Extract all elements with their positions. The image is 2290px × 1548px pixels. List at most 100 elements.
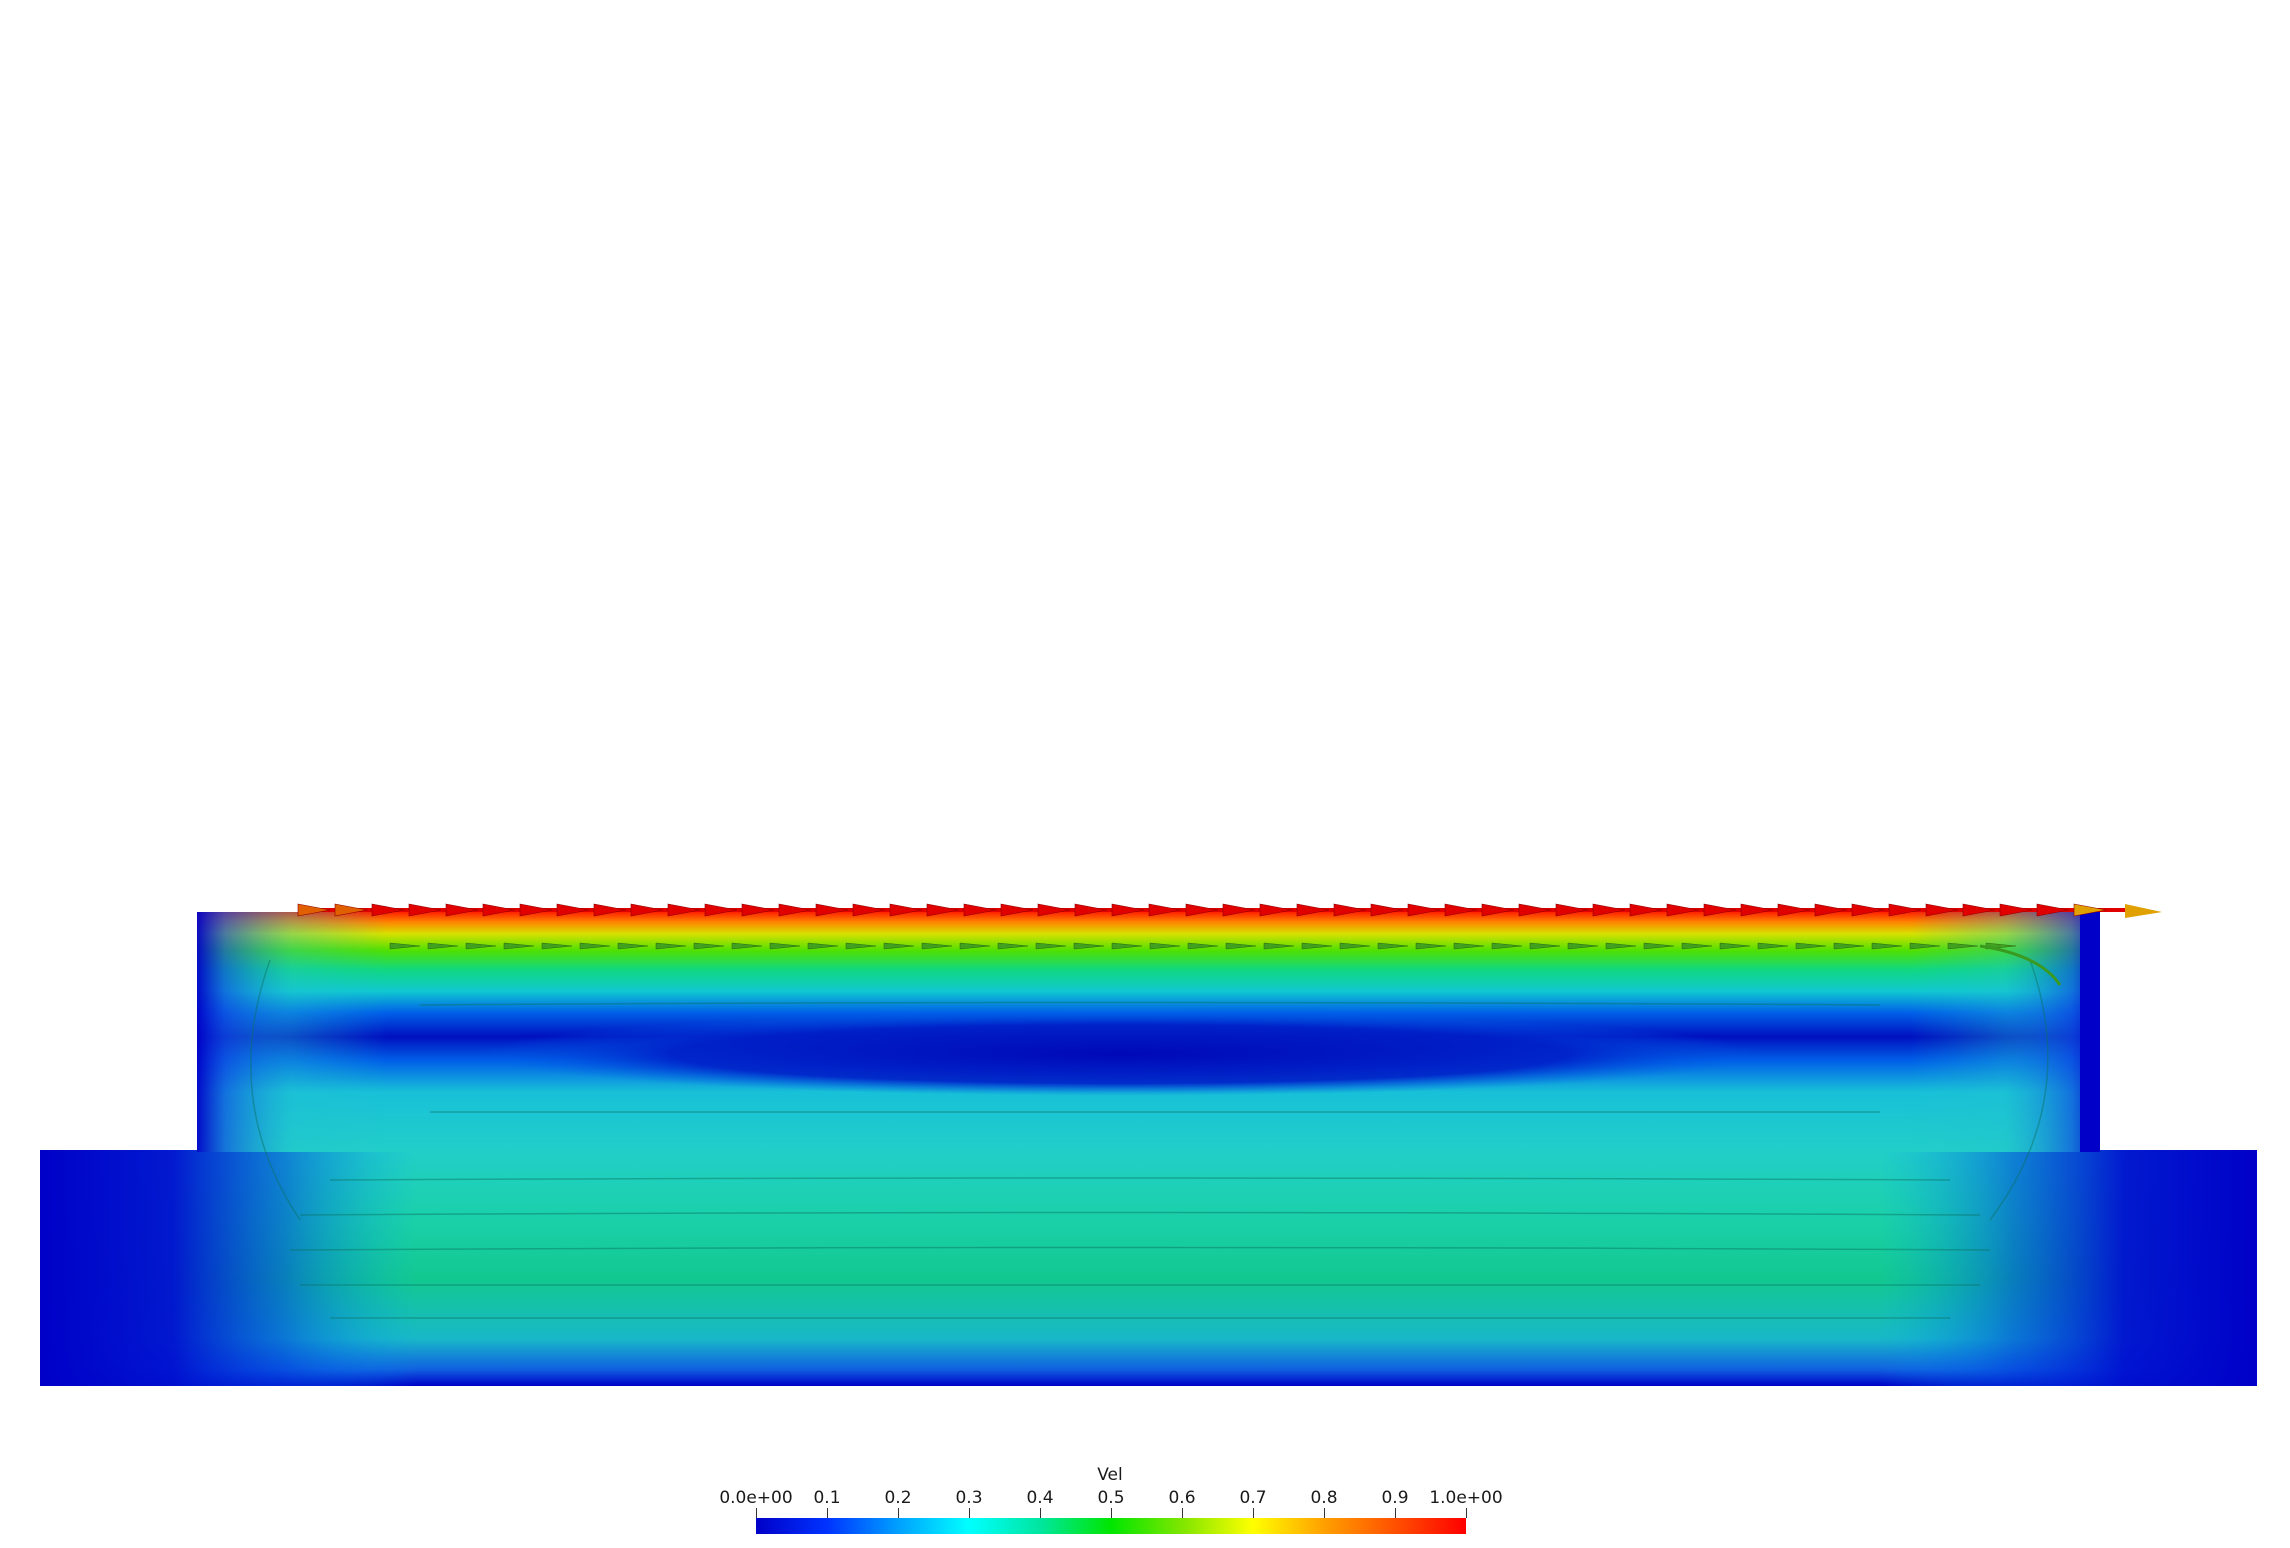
velocity-arrows-secondary <box>389 942 2062 986</box>
lid-arrow <box>1777 903 1811 917</box>
lid-arrow <box>1888 903 1922 917</box>
lid-arrow <box>1037 903 1071 917</box>
secondary-arrow <box>389 942 421 950</box>
upper-cavity <box>197 912 2100 1152</box>
secondary-arrow <box>807 942 839 950</box>
lid-arrow <box>1814 903 1848 917</box>
lid-arrow <box>1629 903 1663 917</box>
lid-arrow <box>704 903 738 917</box>
lid-arrow <box>667 903 701 917</box>
secondary-arrow <box>1491 942 1523 950</box>
secondary-arrow <box>1757 942 1789 950</box>
colorbar-tick <box>756 1508 757 1518</box>
lid-arrow <box>1333 903 1367 917</box>
secondary-arrow-curl <box>1979 944 2062 986</box>
lower-domain <box>40 1150 2257 1386</box>
lid-arrow <box>1481 903 1515 917</box>
secondary-arrow <box>1529 942 1561 950</box>
lid-arrow <box>1592 903 1626 917</box>
secondary-arrow <box>1415 942 1447 950</box>
secondary-arrow <box>1339 942 1371 950</box>
lid-arrow <box>1740 903 1774 917</box>
colorbar-tick-label: 0.9 <box>1381 1488 1409 1508</box>
secondary-arrow <box>1947 942 1979 950</box>
lid-arrow <box>2036 903 2070 917</box>
lid-arrow <box>1851 903 1885 917</box>
lid-arrow <box>630 903 664 917</box>
secondary-arrow <box>427 942 459 950</box>
lid-arrow <box>1222 903 1256 917</box>
colorbar-tick <box>1395 1508 1396 1518</box>
secondary-arrow <box>655 942 687 950</box>
colorbar-tick <box>1324 1508 1325 1518</box>
colorbar-tick <box>827 1508 828 1518</box>
lid-arrow <box>1370 903 1404 917</box>
secondary-arrow <box>1453 942 1485 950</box>
lid-arrow <box>926 903 960 917</box>
lid-arrow <box>445 903 479 917</box>
secondary-arrow <box>1187 942 1219 950</box>
lid-arrow-tip <box>2125 904 2162 918</box>
colorbar-tick-label: 0.7 <box>1239 1488 1267 1508</box>
colorbar-tick <box>1040 1508 1041 1518</box>
secondary-arrow <box>1719 942 1751 950</box>
lid-arrow <box>963 903 997 917</box>
secondary-arrow <box>1681 942 1713 950</box>
colorbar-tick-label: 0.5 <box>1097 1488 1125 1508</box>
lid-arrow <box>1074 903 1108 917</box>
colorbar-graphic <box>756 1518 1466 1534</box>
lid-arrow <box>334 903 368 917</box>
secondary-arrow <box>1263 942 1295 950</box>
secondary-arrow <box>1605 942 1637 950</box>
secondary-arrow <box>769 942 801 950</box>
lid-arrow <box>741 903 775 917</box>
lid-arrow <box>371 903 405 917</box>
colorbar-tick <box>1253 1508 1254 1518</box>
secondary-arrow <box>1073 942 1105 950</box>
lid-arrow <box>1259 903 1293 917</box>
lid-arrow <box>593 903 627 917</box>
colorbar-tick <box>969 1508 970 1518</box>
lid-arrow <box>1407 903 1441 917</box>
secondary-arrow <box>845 942 877 950</box>
lid-arrow <box>482 903 516 917</box>
secondary-arrow <box>541 942 573 950</box>
lid-arrow <box>1999 903 2033 917</box>
colorbar-tick-label: 0.8 <box>1310 1488 1338 1508</box>
secondary-arrow <box>1833 942 1865 950</box>
colorbar-tick <box>898 1508 899 1518</box>
secondary-arrow <box>1111 942 1143 950</box>
lid-arrow <box>1296 903 1330 917</box>
lid-arrow <box>852 903 886 917</box>
lid-arrow <box>778 903 812 917</box>
colorbar-tick <box>1466 1508 1467 1518</box>
colorbar-tick-label: 0.6 <box>1168 1488 1196 1508</box>
colorbar-tick-label: 0.1 <box>813 1488 841 1508</box>
colorbar-title: Vel <box>1097 1465 1123 1485</box>
lid-arrow <box>1111 903 1145 917</box>
lid-arrow <box>1555 903 1589 917</box>
secondary-arrow <box>1795 942 1827 950</box>
lid-arrow <box>408 903 442 917</box>
secondary-arrow <box>1909 942 1941 950</box>
secondary-arrow <box>731 942 763 950</box>
secondary-arrow <box>1149 942 1181 950</box>
secondary-arrow <box>1377 942 1409 950</box>
lid-arrow <box>2073 903 2107 917</box>
colorbar-tick-label: 1.0e+00 <box>1429 1488 1503 1508</box>
secondary-arrow <box>693 942 725 950</box>
lid-arrow <box>1444 903 1478 917</box>
lid-arrow <box>889 903 923 917</box>
velocity-arrows-lid <box>297 903 2162 918</box>
secondary-arrow <box>883 942 915 950</box>
colorbar-tick <box>1182 1508 1183 1518</box>
lid-arrow <box>1185 903 1219 917</box>
secondary-arrow <box>465 942 497 950</box>
lid-arrow <box>519 903 553 917</box>
secondary-arrow <box>1301 942 1333 950</box>
secondary-arrow <box>959 942 991 950</box>
secondary-arrow <box>1643 942 1675 950</box>
secondary-arrow <box>579 942 611 950</box>
